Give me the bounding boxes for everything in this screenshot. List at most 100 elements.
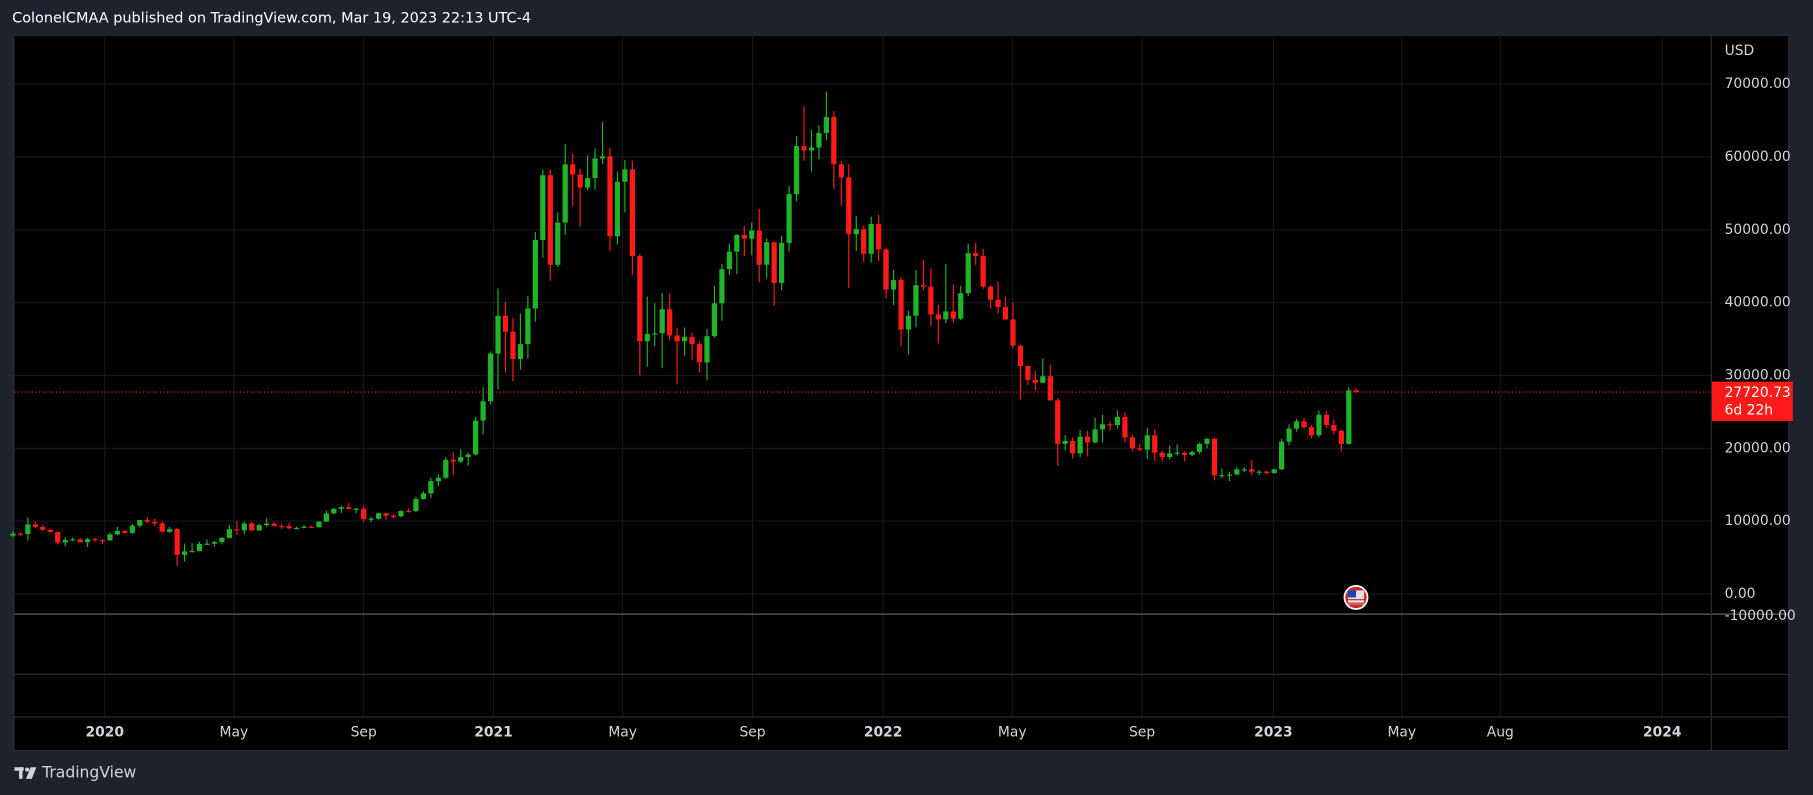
candle-body — [219, 537, 225, 543]
candle-body — [278, 525, 285, 528]
candle-body — [853, 229, 859, 235]
candle-body — [771, 242, 777, 283]
candle-body — [1010, 319, 1016, 346]
candle-body — [144, 520, 150, 522]
candle-body — [390, 515, 397, 517]
candle-body — [1219, 475, 1225, 477]
y-tick-label: 30000.00 — [1725, 367, 1791, 383]
candle-body — [622, 169, 628, 182]
candle-body — [562, 164, 568, 223]
candle-body — [1077, 436, 1083, 454]
candle-body — [159, 523, 165, 532]
footer-logo — [14, 767, 37, 779]
axes: -10000.00 0.00 10000.00 20000.00 30000.00 400… — [85, 76, 1795, 740]
candle-body — [92, 539, 98, 541]
candle-body — [331, 508, 337, 514]
candle-body — [831, 116, 837, 165]
y-tick-label: 20000.00 — [1725, 440, 1791, 456]
candle-body — [808, 147, 815, 151]
candle-body — [681, 336, 688, 342]
candle-body — [1099, 424, 1106, 430]
candle-body — [1040, 376, 1046, 383]
candle-body — [741, 234, 747, 239]
candle-body — [1084, 436, 1091, 443]
candle-body — [55, 532, 61, 543]
x-tick-label: May — [1387, 725, 1416, 741]
candle-body — [1174, 452, 1180, 454]
candle-body — [181, 551, 188, 555]
countdown-label: 6d 22h — [1725, 403, 1773, 419]
x-tick-label: May — [998, 725, 1027, 741]
candle-body — [25, 524, 31, 535]
candle-body — [420, 493, 427, 500]
candle-body — [1055, 400, 1061, 444]
candle-body — [376, 513, 382, 519]
candle-body — [84, 539, 91, 543]
candle-body — [883, 249, 889, 290]
candle-body — [428, 481, 434, 494]
candle-body — [211, 542, 218, 544]
candle-body — [1256, 471, 1262, 473]
candle-body — [1271, 469, 1277, 474]
candle-body — [383, 513, 389, 516]
candle-body — [958, 293, 964, 319]
candle-body — [1226, 474, 1233, 476]
candle-body — [704, 336, 710, 363]
candle-body — [637, 256, 643, 342]
candle-body — [943, 311, 949, 320]
candle-body — [1114, 416, 1121, 425]
candle-body — [749, 230, 755, 239]
y-tick-label: 0.00 — [1725, 586, 1756, 602]
candle-body — [1211, 438, 1218, 476]
candle-body — [137, 520, 143, 526]
x-tick-label: Sep — [351, 725, 377, 741]
candle-body — [264, 523, 270, 526]
candle-body — [719, 269, 725, 304]
candle-body — [726, 251, 732, 270]
candle-body — [711, 303, 718, 337]
candle-body — [487, 353, 494, 402]
y-tick-label: -10000.00 — [1725, 608, 1796, 624]
candle-body — [1129, 437, 1135, 449]
candle-body — [99, 540, 106, 542]
candle-body — [928, 286, 934, 315]
candle-body — [517, 344, 524, 360]
candle-body — [1032, 379, 1038, 383]
candle-body — [1346, 390, 1352, 444]
candle-body — [152, 521, 158, 524]
x-tick-label: Aug — [1487, 725, 1514, 741]
candle-body — [204, 543, 210, 545]
flag-icon — [1343, 584, 1369, 610]
candle-body — [353, 508, 359, 510]
candle-body — [256, 525, 262, 531]
candle-body — [838, 164, 844, 178]
candle-body — [301, 526, 307, 528]
candle-body — [898, 280, 904, 330]
candle-body — [913, 285, 919, 316]
chart-frame — [13, 34, 1790, 752]
candle-body — [398, 511, 404, 517]
candle-body — [114, 530, 121, 535]
candle-body — [1293, 421, 1300, 429]
candle-body — [480, 401, 486, 421]
candle-body — [70, 539, 76, 541]
y-tick-label: 50000.00 — [1725, 222, 1791, 238]
candle-body — [1323, 414, 1330, 425]
candle-body — [346, 507, 352, 510]
x-tick-label: 2021 — [474, 725, 513, 741]
publish-info: ColonelCMAA published on TradingView.com… — [12, 10, 531, 26]
candle-body — [361, 508, 367, 520]
candle-body — [696, 344, 703, 363]
candle-body — [1002, 307, 1009, 320]
candle-body — [1017, 345, 1024, 366]
candle-body — [1353, 390, 1359, 393]
candle-body — [1316, 414, 1322, 436]
candle-body — [734, 234, 740, 252]
candle-body — [40, 526, 46, 530]
candle-body — [644, 333, 650, 342]
y-tick-label: 70000.00 — [1725, 76, 1791, 92]
x-tick-label: May — [220, 725, 249, 741]
candle-body — [1241, 469, 1247, 471]
candle-body — [890, 280, 897, 290]
candle-body — [1204, 438, 1210, 444]
